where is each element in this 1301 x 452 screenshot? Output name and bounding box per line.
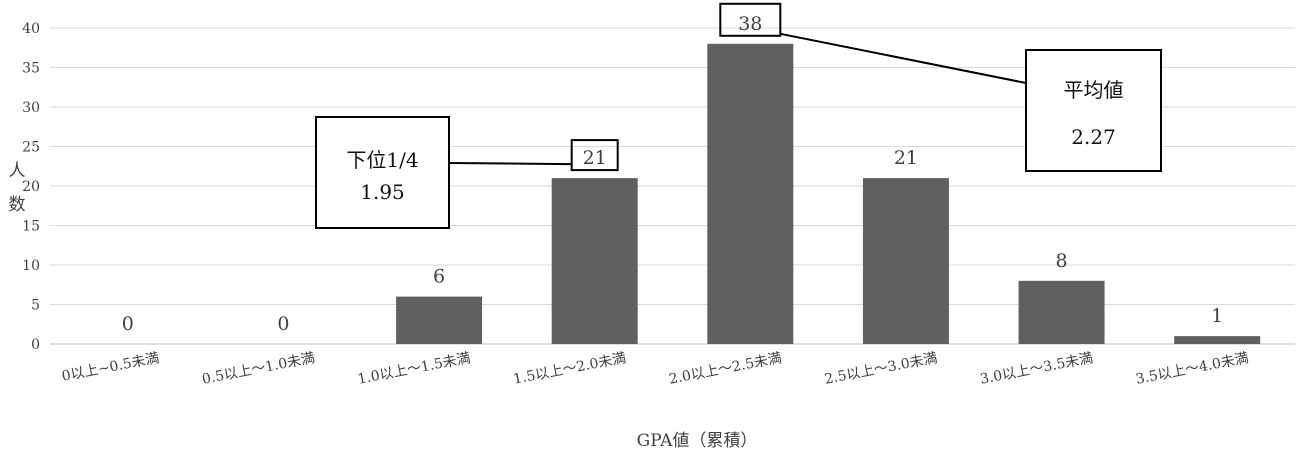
data-label: 0 [277,313,289,335]
annotation-target-box [719,2,782,37]
x-axis-ticks: 0以上~0.5未満 0.5以上～1.0未満 1.0以上～1.5未満 1.5以上～2.0… [60,350,1250,388]
y-tick-label: 5 [31,298,40,314]
annotation-box [315,116,450,229]
data-label: 8 [1056,250,1068,272]
bars [396,43,1261,345]
x-tick-label: 1.5以上～2.0未満 [512,350,627,388]
annotation-text: 下位1/4 [346,148,418,172]
bar [396,296,483,344]
data-label: 21 [894,147,918,169]
annotation-leader-line [780,32,1027,84]
y-tick-label: 0 [31,337,40,353]
y-tick-label: 20 [22,179,40,195]
bar [862,178,949,344]
annotation-value: 1.95 [360,180,405,204]
data-label: 21 [583,147,607,169]
y-tick-label: 15 [22,219,40,235]
annotations: 下位1/4 1.95 平均値 2.27 [315,2,1162,229]
y-tick-label: 35 [22,61,40,77]
y-axis-ticks: 0 5 10 15 20 25 30 35 40 [22,21,40,353]
x-tick-label: 3.5以上～4.0未満 [1134,350,1249,388]
data-label: 0 [122,313,134,335]
y-tick-label: 40 [22,21,40,37]
bar [551,178,638,344]
annotation-box [1025,49,1162,172]
annotation-leader-line [448,162,572,166]
data-label: 6 [433,266,445,288]
x-tick-label: 0以上~0.5未満 [60,350,160,385]
x-tick-label: 0.5以上～1.0未満 [201,350,316,388]
annotation-value: 2.27 [1071,125,1116,149]
x-tick-label: 2.0以上～2.5未満 [668,350,783,388]
y-axis-title-char: 数 [9,195,26,215]
data-label: 38 [738,13,762,35]
annotation-target-box [570,139,619,172]
data-labels: 0 0 6 21 38 21 8 1 [122,13,1223,335]
y-axis-title: 人数 [9,161,26,215]
y-tick-label: 10 [22,258,40,274]
x-axis-title: GPA値（累積） [637,431,758,451]
y-tick-label: 25 [22,140,40,156]
x-tick-label: 3.0以上～3.5未満 [979,350,1094,388]
bar [1018,280,1105,344]
data-label: 1 [1211,305,1223,327]
bar [1174,336,1261,344]
gridlines [50,27,1295,345]
x-tick-label: 1.0以上～1.5未満 [356,350,471,388]
bar [707,43,794,345]
y-axis-title-char: 人 [9,161,26,181]
annotation-text: 平均値 [1064,78,1124,102]
y-tick-label: 30 [22,100,40,116]
x-tick-label: 2.5以上～3.0未満 [823,350,938,388]
